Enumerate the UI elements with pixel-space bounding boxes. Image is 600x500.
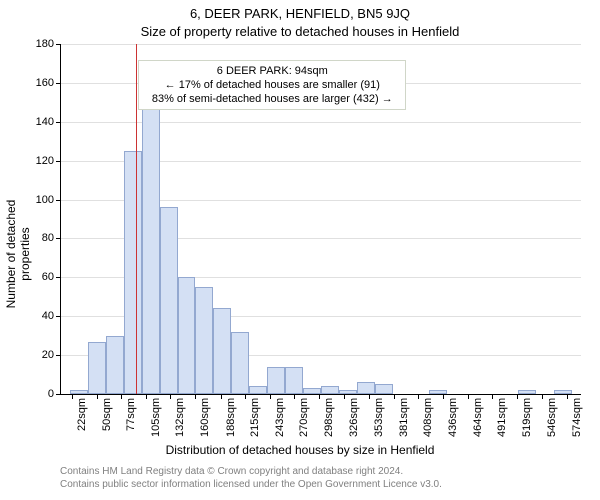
y-tick-mark: [56, 355, 61, 356]
y-tick-label: 140: [14, 116, 54, 128]
x-tick-label: 105sqm: [150, 398, 162, 437]
x-tick-label: 546sqm: [546, 398, 558, 437]
x-tick-label: 22sqm: [76, 398, 88, 431]
y-tick-label: 40: [14, 310, 54, 322]
y-tick-mark: [56, 277, 61, 278]
histogram-bar: [249, 386, 267, 394]
x-tick-mark: [146, 394, 147, 399]
x-tick-mark: [344, 394, 345, 399]
histogram-bar: [213, 308, 231, 394]
histogram-bar: [88, 342, 106, 395]
x-tick-mark: [170, 394, 171, 399]
x-tick-label: 519sqm: [521, 398, 533, 437]
gridline: [61, 122, 581, 123]
x-tick-mark: [567, 394, 568, 399]
annotation-line-1: 6 DEER PARK: 94sqm: [145, 64, 399, 78]
y-tick-label: 160: [14, 77, 54, 89]
annotation-line-3: 83% of semi-detached houses are larger (…: [145, 92, 399, 106]
y-tick-mark: [56, 122, 61, 123]
gridline: [61, 44, 581, 45]
x-tick-label: 243sqm: [274, 398, 286, 437]
histogram-bar: [195, 287, 213, 394]
x-tick-mark: [294, 394, 295, 399]
x-tick-label: 408sqm: [422, 398, 434, 437]
x-tick-label: 50sqm: [101, 398, 113, 431]
y-tick-mark: [56, 161, 61, 162]
y-tick-label: 60: [14, 271, 54, 283]
histogram-bar: [178, 277, 196, 394]
x-tick-mark: [245, 394, 246, 399]
x-tick-label: 160sqm: [199, 398, 211, 437]
histogram-plot: 22sqm50sqm77sqm105sqm132sqm160sqm188sqm2…: [60, 44, 581, 395]
y-tick-mark: [56, 44, 61, 45]
y-tick-label: 120: [14, 155, 54, 167]
histogram-bar: [339, 390, 357, 394]
x-tick-label: 215sqm: [249, 398, 261, 437]
x-tick-mark: [97, 394, 98, 399]
y-tick-mark: [56, 316, 61, 317]
x-tick-label: 381sqm: [398, 398, 410, 437]
y-tick-label: 80: [14, 232, 54, 244]
page-title-line1: 6, DEER PARK, HENFIELD, BN5 9JQ: [0, 6, 600, 21]
page-title-line2: Size of property relative to detached ho…: [0, 24, 600, 39]
x-tick-mark: [72, 394, 73, 399]
y-tick-label: 0: [14, 388, 54, 400]
x-tick-mark: [394, 394, 395, 399]
histogram-bar: [231, 332, 249, 394]
histogram-bar: [142, 93, 160, 394]
x-tick-mark: [492, 394, 493, 399]
x-tick-label: 132sqm: [174, 398, 186, 437]
y-tick-mark: [56, 83, 61, 84]
histogram-bar: [106, 336, 124, 394]
footnote-line2: Contains public sector information licen…: [60, 479, 580, 492]
x-tick-mark: [542, 394, 543, 399]
annotation-line-2: ← 17% of detached houses are smaller (91…: [145, 78, 399, 92]
histogram-bar: [357, 382, 375, 394]
footnote-line1: Contains HM Land Registry data © Crown c…: [60, 466, 580, 479]
y-tick-label: 100: [14, 194, 54, 206]
x-tick-label: 574sqm: [571, 398, 583, 437]
x-tick-mark: [221, 394, 222, 399]
attribution-footnote: Contains HM Land Registry data © Crown c…: [60, 466, 580, 491]
x-tick-label: 188sqm: [225, 398, 237, 437]
y-tick-label: 180: [14, 38, 54, 50]
histogram-bar: [160, 207, 178, 394]
x-tick-label: 326sqm: [348, 398, 360, 437]
histogram-bar: [267, 367, 285, 394]
histogram-bar: [285, 367, 303, 394]
reference-line: [136, 44, 137, 394]
histogram-bar: [124, 151, 142, 394]
x-axis-label: Distribution of detached houses by size …: [0, 443, 600, 457]
x-tick-mark: [270, 394, 271, 399]
x-tick-mark: [418, 394, 419, 399]
histogram-bar: [375, 384, 393, 394]
y-tick-mark: [56, 200, 61, 201]
histogram-bar: [321, 386, 339, 394]
x-tick-mark: [195, 394, 196, 399]
y-tick-mark: [56, 394, 61, 395]
y-tick-label: 20: [14, 349, 54, 361]
x-tick-label: 353sqm: [373, 398, 385, 437]
x-tick-label: 77sqm: [125, 398, 137, 431]
x-tick-label: 270sqm: [298, 398, 310, 437]
x-tick-mark: [468, 394, 469, 399]
x-tick-mark: [443, 394, 444, 399]
x-tick-label: 464sqm: [472, 398, 484, 437]
histogram-bar: [518, 390, 536, 394]
x-tick-mark: [517, 394, 518, 399]
x-tick-label: 298sqm: [323, 398, 335, 437]
histogram-bar: [554, 390, 572, 394]
annotation-box: 6 DEER PARK: 94sqm← 17% of detached hous…: [138, 60, 406, 111]
x-tick-mark: [369, 394, 370, 399]
x-tick-label: 436sqm: [447, 398, 459, 437]
x-tick-mark: [121, 394, 122, 399]
x-tick-label: 491sqm: [496, 398, 508, 437]
y-tick-mark: [56, 238, 61, 239]
x-tick-mark: [319, 394, 320, 399]
